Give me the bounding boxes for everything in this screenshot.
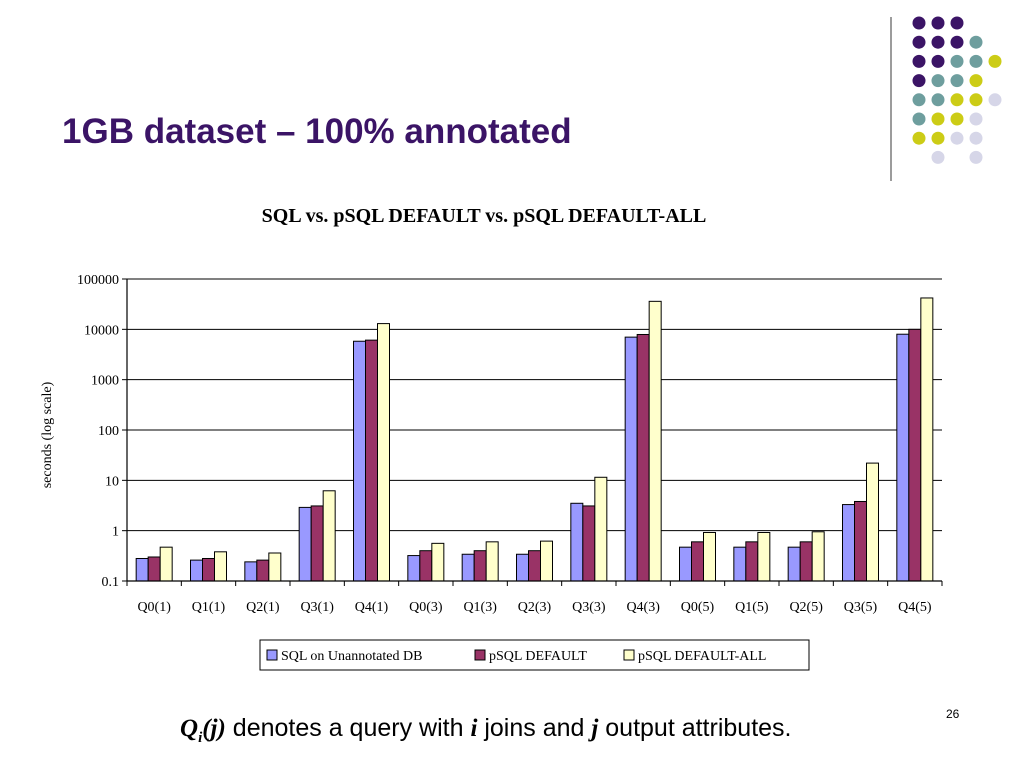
bar-sql-on-unannotated-db-q05	[679, 546, 692, 582]
bar-sql-on-unannotated-db-q15	[733, 546, 747, 582]
bar-psql-default-q23	[528, 550, 541, 582]
bar-sql-on-unannotated-db-q45	[896, 333, 910, 582]
bar-psql-default-all-q31	[322, 490, 336, 582]
bar-psql-default-all-q35	[866, 462, 879, 582]
x-tick-label: Q2(1)	[246, 600, 280, 615]
x-tick-label: Q0(5)	[681, 600, 715, 615]
y-tick-label: 100000	[77, 273, 119, 288]
x-tick-label: Q4(1)	[355, 600, 389, 615]
x-tick-label: Q1(5)	[735, 600, 769, 615]
bar-psql-default-all-q23	[540, 540, 553, 582]
bar-sql-on-unannotated-db-q21	[244, 561, 258, 582]
bar-psql-default-all-q33	[594, 476, 608, 582]
bar-psql-default-q43	[636, 333, 650, 582]
x-tick-label: Q1(3)	[463, 600, 497, 615]
bar-psql-default-q13	[473, 550, 487, 582]
legend-swatch	[623, 649, 635, 661]
x-tick-labels: Q0(1) Q1(1) Q2(1) Q3(1) Q4(1) Q0(3) Q1(3) Q2(3)…	[137, 600, 931, 615]
footnote-j: j	[591, 715, 599, 742]
legend-swatch	[266, 649, 278, 661]
x-tick-label: Q3(3)	[572, 600, 606, 615]
bar-psql-default-q01	[147, 556, 161, 582]
bar-sql-on-unannotated-db-q35	[842, 504, 855, 582]
bars	[135, 297, 934, 582]
y-tick-label: 10	[105, 474, 119, 489]
bar-psql-default-all-q21	[268, 552, 282, 582]
legend-box	[259, 639, 810, 671]
bar-psql-default-q33	[582, 505, 596, 582]
footnote-text-2: joins and	[477, 714, 592, 742]
bar-psql-default-q41	[365, 339, 378, 582]
bar-psql-default-q35	[854, 500, 867, 582]
bar-psql-default-all-q03	[431, 542, 445, 582]
bar-psql-default-q45	[908, 328, 922, 582]
bar-psql-default-q11	[202, 557, 215, 582]
bar-psql-default-all-q41	[377, 323, 390, 582]
bar-psql-default-q05	[691, 541, 704, 582]
y-tick-labels: 0.1 1 10 100 1000 10000 100000	[77, 273, 119, 590]
legend-label: pSQL DEFAULT	[489, 649, 587, 664]
chart-title: SQL vs. pSQL DEFAULT vs. pSQL DEFAULT-AL…	[262, 205, 707, 227]
footnote: Qi(j) denotes a query with i joins and j…	[180, 714, 792, 747]
footnote-arg: (j)	[202, 715, 226, 742]
bar-sql-on-unannotated-db-q03	[407, 555, 421, 582]
bar-psql-default-q15	[745, 541, 759, 582]
bar-sql-on-unannotated-db-q31	[298, 506, 312, 582]
y-tick-label: 1000	[91, 374, 119, 389]
bar-sql-on-unannotated-db-q41	[353, 340, 366, 582]
x-tick-label: Q0(3)	[409, 600, 443, 615]
bar-sql-on-unannotated-db-q25	[787, 546, 801, 582]
x-tick-label: Q3(5)	[844, 600, 878, 615]
bar-psql-default-all-q11	[214, 551, 227, 582]
bar-sql-on-unannotated-db-q43	[624, 336, 638, 582]
y-axis-label: seconds (log scale)	[40, 381, 55, 488]
footnote-i: i	[470, 715, 478, 742]
x-tick-label: Q2(3)	[518, 600, 552, 615]
bar-psql-default-all-q01	[159, 546, 173, 582]
y-tick-label: 1	[112, 525, 119, 540]
x-tick-label: Q4(5)	[898, 600, 932, 615]
bar-psql-default-q25	[799, 541, 813, 582]
x-tick-label: Q1(1)	[192, 600, 226, 615]
legend-label: SQL on Unannotated DB	[281, 649, 422, 664]
legend-label: pSQL DEFAULT-ALL	[638, 649, 766, 664]
page-number: 26	[946, 707, 960, 721]
bar-psql-default-all-q05	[703, 531, 716, 582]
bar-sql-on-unannotated-db-q01	[135, 557, 149, 582]
axes	[122, 278, 943, 586]
bar-psql-default-all-q45	[920, 297, 934, 582]
x-tick-label: Q3(1)	[300, 600, 334, 615]
legend: SQL on Unannotated DB pSQL DEFAULT pSQL DE…	[259, 639, 810, 671]
footnote-text-3: output attributes.	[598, 714, 792, 742]
x-tick-label: Q4(3)	[626, 600, 660, 615]
bar-psql-default-q21	[256, 559, 270, 582]
bar-chart: SQL vs. pSQL DEFAULT vs. pSQL DEFAULT-AL…	[40, 205, 943, 671]
bar-psql-default-all-q13	[485, 541, 499, 582]
y-tick-label: 10000	[84, 323, 119, 338]
x-tick-label: Q0(1)	[137, 600, 171, 615]
bar-sql-on-unannotated-db-q11	[190, 559, 203, 582]
bar-psql-default-q03	[419, 550, 433, 582]
footnote-text-1: denotes a query with	[225, 714, 471, 742]
y-tick-label: 100	[98, 424, 119, 439]
footnote-q: Q	[180, 715, 199, 742]
legend-swatch	[474, 649, 486, 661]
bar-sql-on-unannotated-db-q13	[461, 553, 475, 582]
bar-psql-default-q31	[310, 505, 324, 582]
y-tick-label: 0.1	[102, 575, 120, 590]
footnote-sub: i	[198, 730, 203, 746]
bar-psql-default-all-q15	[757, 531, 771, 582]
x-tick-label: Q2(5)	[789, 600, 823, 615]
bar-psql-default-all-q43	[648, 300, 662, 582]
bar-psql-default-all-q25	[811, 531, 825, 582]
bar-sql-on-unannotated-db-q33	[570, 502, 584, 582]
bar-sql-on-unannotated-db-q23	[516, 553, 529, 582]
slide-title: 1GB dataset – 100% annotated	[62, 112, 572, 151]
